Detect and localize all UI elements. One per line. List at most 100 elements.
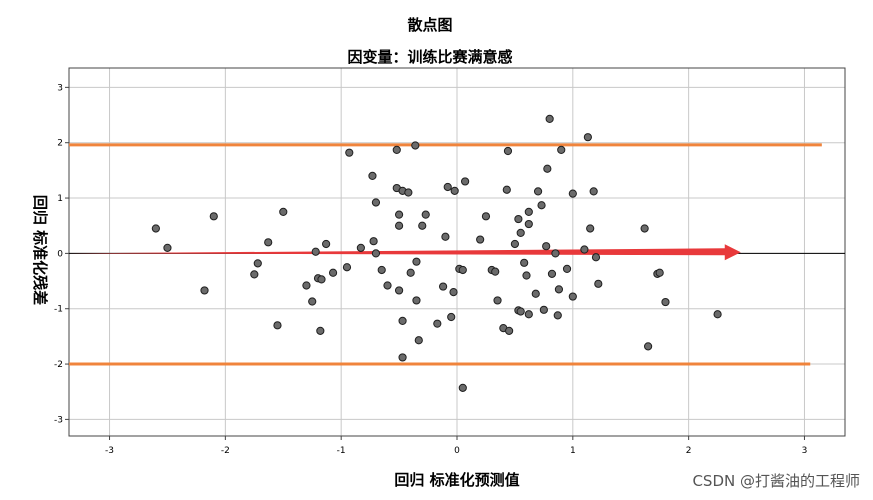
data-point — [253, 259, 262, 268]
x-tick-label: 0 — [454, 446, 460, 456]
data-point — [311, 247, 320, 256]
x-axis-label: 回归 标准化预测值 — [394, 471, 519, 489]
data-point — [503, 146, 513, 156]
trend-arrow — [69, 244, 741, 261]
data-point — [545, 114, 554, 124]
data-point — [439, 282, 448, 291]
data-point — [655, 268, 664, 277]
data-point — [322, 239, 331, 249]
data-point — [369, 237, 378, 246]
x-tick-label: 2 — [686, 446, 692, 456]
reference-lines — [69, 143, 845, 366]
axis-ticks: -3 -2 -1 0 1 2 3 -3 -2 -1 0 1 2 3 — [54, 83, 807, 456]
data-point — [356, 243, 365, 252]
y-tick-label: 1 — [57, 194, 63, 204]
data-point — [414, 336, 423, 345]
data-point — [516, 307, 525, 316]
data-point — [531, 289, 540, 298]
data-point — [562, 264, 572, 273]
data-point — [542, 242, 551, 251]
data-point — [447, 312, 456, 322]
x-tick-label: 1 — [570, 446, 576, 456]
data-point — [583, 133, 592, 142]
data-point — [491, 267, 500, 276]
data-point — [505, 326, 514, 335]
data-point — [345, 148, 354, 157]
data-points — [151, 114, 722, 392]
data-point — [392, 145, 401, 155]
data-point — [411, 141, 420, 150]
data-point — [502, 185, 511, 194]
data-point — [533, 187, 543, 196]
data-point — [510, 239, 520, 249]
y-tick-label: 2 — [57, 139, 63, 149]
data-point — [394, 221, 404, 230]
data-point — [264, 238, 273, 247]
data-point — [476, 235, 485, 244]
x-tick-label: 3 — [802, 446, 808, 456]
data-point — [308, 297, 317, 306]
x-tick-label: -3 — [105, 446, 114, 456]
data-point — [316, 326, 325, 335]
watermark-text: CSDN @打酱油的工程师 — [692, 472, 860, 490]
data-point — [151, 224, 160, 233]
data-point — [640, 224, 649, 233]
data-point — [200, 286, 209, 295]
data-point — [377, 265, 386, 275]
data-point — [209, 212, 218, 221]
data-point — [433, 319, 442, 328]
data-point — [493, 296, 502, 305]
data-point — [163, 243, 172, 252]
data-point — [554, 285, 564, 294]
x-tick-label: -1 — [337, 446, 346, 456]
data-point — [317, 275, 326, 284]
chart-subtitle: 因变量：训练比赛满意感 — [347, 48, 512, 66]
data-point — [568, 189, 577, 198]
data-point — [371, 198, 381, 207]
data-point — [279, 207, 288, 216]
data-point — [551, 249, 560, 258]
data-point — [537, 201, 546, 210]
data-point — [481, 212, 491, 221]
y-axis-label: 回归 标准化残差 — [31, 195, 49, 305]
chart-title: 散点图 — [407, 16, 452, 34]
data-point — [443, 182, 452, 192]
data-point — [594, 279, 603, 288]
data-point — [514, 214, 523, 224]
data-point — [586, 224, 595, 233]
data-point — [661, 297, 670, 307]
data-point — [580, 245, 589, 254]
data-point — [418, 221, 427, 230]
data-point — [524, 310, 533, 319]
data-point — [421, 210, 430, 219]
y-tick-label: -2 — [54, 360, 63, 370]
data-point — [568, 292, 577, 301]
data-point — [371, 249, 381, 258]
data-point — [524, 207, 533, 216]
data-point — [543, 164, 552, 173]
data-point — [394, 210, 404, 219]
data-point — [328, 268, 338, 277]
data-point — [458, 265, 467, 275]
data-point — [713, 310, 722, 319]
data-point — [539, 305, 548, 314]
data-point — [412, 257, 421, 266]
y-tick-label: 3 — [57, 83, 63, 93]
data-point — [368, 171, 377, 181]
data-point — [250, 270, 259, 279]
data-point — [461, 177, 470, 186]
data-point — [524, 219, 533, 229]
data-point — [398, 353, 407, 362]
data-point — [458, 383, 467, 392]
y-tick-label: 0 — [57, 249, 63, 259]
data-point — [516, 228, 525, 238]
y-tick-label: -3 — [54, 415, 63, 425]
y-tick-label: -1 — [54, 305, 63, 315]
data-point — [522, 271, 531, 280]
data-point — [404, 188, 413, 197]
data-point — [273, 321, 282, 330]
data-point — [520, 258, 529, 267]
data-point — [383, 281, 392, 290]
data-point — [591, 253, 601, 262]
